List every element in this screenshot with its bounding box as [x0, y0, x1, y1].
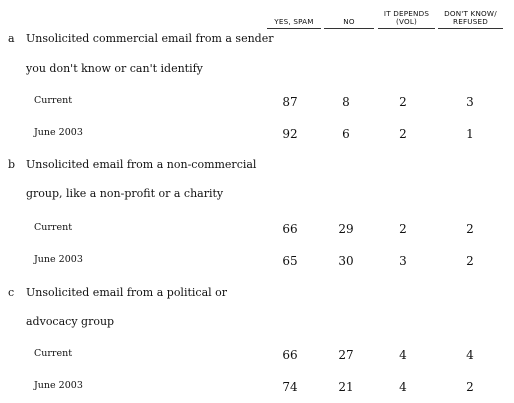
question-b-line2: group, like a non-profit or a charity: [26, 187, 224, 200]
question-b-june2003-label: June 2003: [34, 254, 83, 265]
header-dont-know-line2: REFUSED: [453, 17, 488, 26]
question-a-june2003-label: June 2003: [34, 127, 83, 138]
question-c-current-label: Current: [34, 348, 73, 359]
question-a-current-no: 8: [342, 95, 350, 109]
question-b-june2003-no: 30: [338, 254, 354, 268]
question-c-letter: c: [8, 286, 15, 299]
question-a-current-depends: 2: [399, 95, 407, 109]
question-c-line2: advocacy group: [26, 315, 115, 328]
question-c-june2003-dk: 2: [466, 380, 474, 394]
question-b-letter: b: [8, 158, 16, 171]
question-c-current-dk: 4: [466, 348, 474, 362]
question-a-letter: a: [8, 32, 15, 45]
question-b-line1: Unsolicited email from a non-commercial: [26, 158, 257, 171]
question-b-current-yes: 66: [282, 222, 298, 236]
question-b-current-label: Current: [34, 222, 73, 233]
header-yes-spam-text: YES, SPAM: [274, 17, 314, 26]
question-b-current-no: 29: [338, 222, 354, 236]
header-no: NO: [324, 7, 374, 29]
question-a-june2003-yes: 92: [282, 127, 298, 141]
question-b-june2003-dk: 2: [466, 254, 474, 268]
question-a-line1: Unsolicited commercial email from a send…: [26, 32, 274, 45]
question-c-june2003-yes: 74: [282, 380, 298, 394]
question-a-june2003-dk: 1: [466, 127, 474, 141]
question-b-june2003-depends: 3: [399, 254, 407, 268]
question-c-june2003-no: 21: [338, 380, 354, 394]
question-c-current-depends: 4: [399, 348, 407, 362]
question-c-current-no: 27: [338, 348, 354, 362]
question-a-june2003-no: 6: [342, 127, 350, 141]
header-it-depends: IT DEPENDS (VOL): [378, 7, 435, 29]
header-dont-know-line1: DON'T KNOW/: [444, 9, 497, 18]
question-b-current-depends: 2: [399, 222, 407, 236]
question-c-june2003-depends: 4: [399, 380, 407, 394]
question-a-current-label: Current: [34, 95, 73, 106]
question-a-line2: you don't know or can't identify: [26, 62, 203, 75]
question-c-line1: Unsolicited email from a political or: [26, 286, 228, 299]
header-it-depends-line1: IT DEPENDS: [383, 9, 430, 18]
question-a-june2003-depends: 2: [399, 127, 407, 141]
question-b-current-dk: 2: [466, 222, 474, 236]
question-c-current-yes: 66: [282, 348, 298, 362]
header-it-depends-line2: (VOL): [395, 17, 418, 26]
question-a-current-yes: 87: [282, 95, 298, 109]
question-c-june2003-label: June 2003: [34, 380, 83, 391]
header-yes-spam: YES, SPAM: [267, 7, 321, 29]
header-dont-know: DON'T KNOW/ REFUSED: [438, 7, 503, 29]
question-b-june2003-yes: 65: [282, 254, 298, 268]
question-a-current-dk: 3: [466, 95, 474, 109]
header-no-text: NO: [343, 17, 355, 26]
